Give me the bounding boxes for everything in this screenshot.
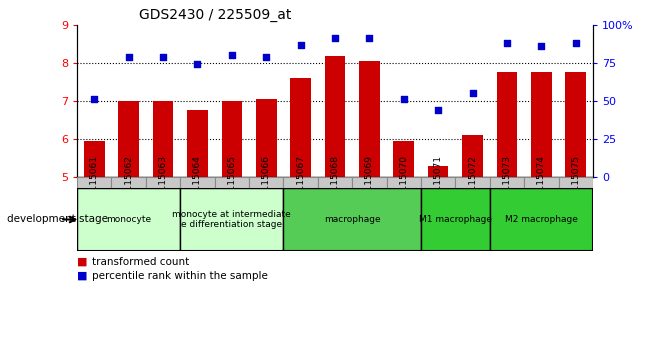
Bar [325, 56, 345, 177]
Text: GSM115064: GSM115064 [193, 155, 202, 210]
FancyBboxPatch shape [146, 177, 180, 188]
Bar [119, 101, 139, 177]
Text: GSM115066: GSM115066 [262, 155, 271, 210]
FancyBboxPatch shape [283, 177, 318, 188]
FancyBboxPatch shape [111, 177, 146, 188]
Point [570, 40, 581, 46]
Bar [290, 78, 311, 177]
FancyBboxPatch shape [180, 177, 214, 188]
FancyBboxPatch shape [180, 188, 283, 251]
Text: GSM115068: GSM115068 [330, 155, 340, 210]
FancyBboxPatch shape [77, 177, 111, 188]
Point [433, 107, 444, 113]
Bar [187, 110, 208, 177]
Text: GSM115061: GSM115061 [90, 155, 98, 210]
Text: GSM115065: GSM115065 [227, 155, 237, 210]
FancyBboxPatch shape [421, 177, 456, 188]
Bar [531, 72, 551, 177]
Text: GDS2430 / 225509_at: GDS2430 / 225509_at [139, 8, 291, 22]
Text: GSM115070: GSM115070 [399, 155, 408, 210]
Text: GSM115071: GSM115071 [433, 155, 443, 210]
Point [192, 62, 203, 67]
Text: GSM115062: GSM115062 [124, 155, 133, 210]
Bar [565, 72, 586, 177]
FancyBboxPatch shape [559, 177, 593, 188]
Point [502, 40, 513, 46]
Bar [462, 135, 483, 177]
Text: ■: ■ [77, 257, 88, 267]
Text: GSM115067: GSM115067 [296, 155, 305, 210]
Point [295, 42, 306, 47]
Point [536, 43, 547, 49]
Point [467, 90, 478, 96]
Bar [496, 72, 517, 177]
FancyBboxPatch shape [283, 188, 421, 251]
Text: development stage: development stage [7, 215, 108, 224]
Bar [428, 166, 448, 177]
Point [261, 54, 271, 59]
Bar [256, 99, 277, 177]
Text: monocyte at intermediate
e differentiation stage: monocyte at intermediate e differentiati… [172, 210, 291, 229]
Text: macrophage: macrophage [324, 215, 381, 224]
Bar [84, 141, 105, 177]
FancyBboxPatch shape [77, 188, 180, 251]
Text: monocyte: monocyte [106, 215, 151, 224]
FancyBboxPatch shape [456, 177, 490, 188]
FancyBboxPatch shape [387, 177, 421, 188]
Point [399, 97, 409, 102]
Bar [393, 141, 414, 177]
Text: ■: ■ [77, 271, 88, 281]
Text: M2 macrophage: M2 macrophage [505, 215, 578, 224]
Text: GSM115072: GSM115072 [468, 155, 477, 210]
Text: GSM115069: GSM115069 [365, 155, 374, 210]
Point [364, 36, 375, 41]
FancyBboxPatch shape [421, 188, 490, 251]
Point [330, 36, 340, 41]
Text: M1 macrophage: M1 macrophage [419, 215, 492, 224]
Text: GSM115063: GSM115063 [159, 155, 168, 210]
Point [89, 97, 100, 102]
Bar [153, 101, 174, 177]
FancyBboxPatch shape [214, 177, 249, 188]
Text: GSM115073: GSM115073 [502, 155, 511, 210]
FancyBboxPatch shape [249, 177, 283, 188]
Point [123, 54, 134, 59]
Text: percentile rank within the sample: percentile rank within the sample [92, 271, 268, 281]
FancyBboxPatch shape [490, 188, 593, 251]
Bar [359, 61, 380, 177]
Point [226, 52, 237, 58]
Point [157, 54, 168, 59]
FancyBboxPatch shape [352, 177, 387, 188]
Text: transformed count: transformed count [92, 257, 189, 267]
FancyBboxPatch shape [524, 177, 559, 188]
FancyBboxPatch shape [490, 177, 524, 188]
FancyBboxPatch shape [318, 177, 352, 188]
Text: GSM115075: GSM115075 [572, 155, 580, 210]
Text: GSM115074: GSM115074 [537, 155, 546, 210]
Bar [222, 101, 242, 177]
